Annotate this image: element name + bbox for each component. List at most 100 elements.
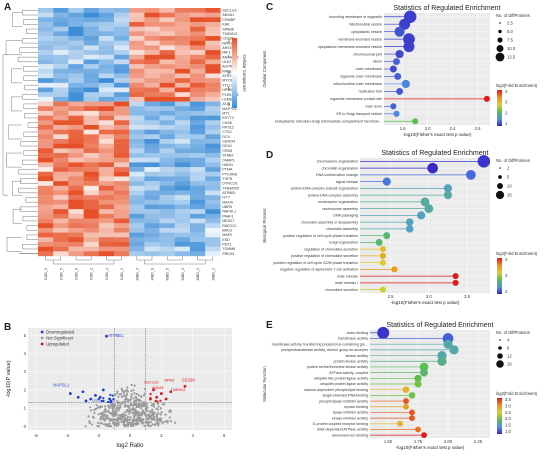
heatmap-cell <box>38 213 54 219</box>
size-legend-marker <box>495 190 505 200</box>
heatmap-cell <box>68 171 84 177</box>
heatmap-cell <box>114 124 130 130</box>
heatmap-cell <box>114 223 130 229</box>
heatmap-cell <box>174 82 191 88</box>
term-label: chromatin assembly or disassembly <box>301 220 358 224</box>
gene-label: AHSG <box>222 46 232 50</box>
volcano-point <box>148 410 151 413</box>
heatmap-cell <box>129 153 145 158</box>
volcano-point <box>110 404 114 407</box>
heatmap-cell <box>190 143 206 149</box>
heatmap-cell <box>190 45 206 51</box>
heatmap-cell <box>98 22 115 27</box>
enrichment-bubble <box>443 191 453 200</box>
heatmap-cell <box>98 143 115 149</box>
heatmap-cell <box>68 110 84 116</box>
gene-label: TMEM205 <box>222 186 239 190</box>
gene-label: ATP8B1 <box>222 191 235 195</box>
volcano-point <box>104 408 107 411</box>
heatmap-cell <box>129 78 145 84</box>
heatmap-cell <box>144 204 160 210</box>
heatmap-cell <box>68 73 84 79</box>
heatmap-cell <box>144 54 160 60</box>
color-legend-label: 3 <box>505 100 508 105</box>
heatmap-cell <box>129 157 145 163</box>
heatmap-cell <box>98 162 115 168</box>
heatmap-cell <box>114 59 130 65</box>
heatmap-cell <box>205 190 221 196</box>
term-label: kinase activity <box>346 354 369 358</box>
volcano-point-down <box>76 395 80 399</box>
size-legend-title: No. of DiffProteins <box>496 158 530 163</box>
heatmap-cell <box>83 134 99 140</box>
gene-label: SUMO4 <box>222 140 235 144</box>
volcano-point <box>126 415 130 418</box>
volcano-point <box>137 414 140 417</box>
heatmap-cell <box>53 87 69 93</box>
term-label: DNA-dependent ATPase activity <box>317 428 368 432</box>
heatmap-cell <box>98 8 115 13</box>
term-label: outer membrane <box>356 67 382 71</box>
heatmap-cell <box>38 8 54 13</box>
volcano-point <box>126 400 129 403</box>
heatmap-cell <box>53 209 69 215</box>
color-legend-bar <box>497 90 502 126</box>
heatmap-cell <box>98 17 115 23</box>
volcano-point <box>130 389 133 392</box>
heatmap-cell <box>174 171 191 177</box>
heatmap-cell <box>190 106 206 112</box>
heatmap-cell <box>114 167 130 172</box>
heatmap-cell <box>129 45 145 51</box>
heatmap-cell <box>159 190 175 196</box>
heatmap-cell <box>114 92 130 98</box>
color-legend-label: 2.0 <box>505 416 511 421</box>
heatmap-cell <box>83 92 99 98</box>
heatmap-cell <box>83 204 99 210</box>
heatmap-cell <box>38 143 54 149</box>
heatmap-cell <box>114 195 130 201</box>
volcano-point <box>119 404 122 407</box>
volcano-point <box>155 418 158 421</box>
heatmap-cell <box>190 237 206 243</box>
heatmap-cell <box>129 148 145 154</box>
heatmap-cell <box>129 251 145 257</box>
color-legend-title: log2(Fold Enrichment) <box>496 391 538 396</box>
column-dendrogram <box>45 256 213 265</box>
volcano-point <box>117 409 120 412</box>
heatmap-cell <box>53 96 69 102</box>
x-tick-label: 2.8 <box>475 126 481 131</box>
heatmap-cell <box>83 40 99 46</box>
size-legend-title: No. of DiffProteins <box>496 13 530 18</box>
heatmap-cell <box>83 96 99 102</box>
volcano-point <box>123 403 126 406</box>
heatmap-cell <box>68 162 84 168</box>
volcano-point <box>111 412 115 415</box>
x-tick-label: 2.0 <box>425 126 431 131</box>
heatmap-cell <box>38 82 54 88</box>
heatmap-cell <box>53 124 69 130</box>
gene-label: TTLL3 <box>222 83 232 87</box>
volcano-point <box>123 389 126 393</box>
heatmap-cell <box>205 181 221 187</box>
x-tick-label: 2.00 <box>444 439 453 444</box>
heatmap-cell <box>144 232 160 238</box>
size-legend-label: 15 <box>507 193 512 198</box>
heatmap-cell <box>83 162 99 168</box>
enrichment-bubble <box>405 218 414 226</box>
heatmap-cell <box>144 8 160 13</box>
heatmap-cell <box>129 54 145 60</box>
enrichment-bubble <box>396 87 404 95</box>
heatmap-cell <box>144 101 160 107</box>
heatmap-cell <box>190 232 206 238</box>
gene-label: ATIC <box>222 102 230 106</box>
volcano-point <box>137 394 140 397</box>
volcano-point-up <box>164 397 168 401</box>
volcano-point <box>92 416 95 419</box>
y-tick-label: 2 <box>24 387 27 392</box>
heatmap-cell <box>159 110 175 116</box>
heatmap-cell <box>53 134 69 140</box>
heatmap-cell <box>98 12 115 18</box>
heatmap-cell <box>53 54 69 60</box>
legend-label: Not Significant <box>46 336 74 341</box>
x-tick-label: 1.6 <box>400 126 406 131</box>
